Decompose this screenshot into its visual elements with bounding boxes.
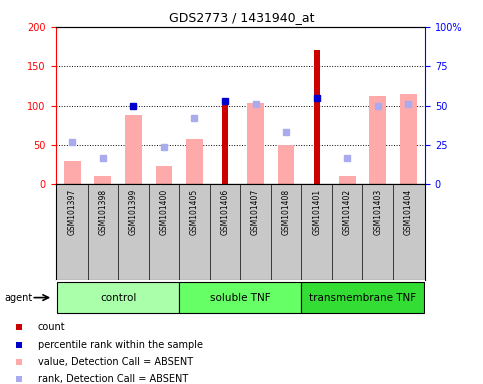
Text: GSM101405: GSM101405 — [190, 189, 199, 235]
Text: transmembrane TNF: transmembrane TNF — [309, 293, 416, 303]
Bar — [400, 94, 417, 184]
Text: GSM101402: GSM101402 — [342, 189, 352, 235]
Bar — [247, 103, 264, 184]
Bar — [179, 282, 301, 313]
Bar — [301, 282, 424, 313]
Text: control: control — [100, 293, 136, 303]
Bar — [64, 161, 81, 184]
Bar — [222, 102, 228, 184]
Bar — [156, 166, 172, 184]
Text: rank, Detection Call = ABSENT: rank, Detection Call = ABSENT — [38, 374, 188, 384]
Text: GSM101408: GSM101408 — [282, 189, 291, 235]
Bar — [313, 50, 320, 184]
Text: GSM101406: GSM101406 — [221, 189, 229, 235]
Text: agent: agent — [5, 293, 33, 303]
Text: GSM101397: GSM101397 — [68, 189, 77, 235]
Bar — [186, 139, 203, 184]
Bar — [57, 282, 179, 313]
Text: GSM101407: GSM101407 — [251, 189, 260, 235]
Text: GSM101399: GSM101399 — [129, 189, 138, 235]
Text: GSM101401: GSM101401 — [312, 189, 321, 235]
Text: value, Detection Call = ABSENT: value, Detection Call = ABSENT — [38, 357, 193, 367]
Bar — [125, 115, 142, 184]
Text: percentile rank within the sample: percentile rank within the sample — [38, 339, 203, 349]
Bar — [369, 96, 386, 184]
Bar — [339, 177, 355, 184]
Text: count: count — [38, 322, 66, 332]
Text: GDS2773 / 1431940_at: GDS2773 / 1431940_at — [169, 12, 314, 25]
Text: soluble TNF: soluble TNF — [210, 293, 270, 303]
Bar — [278, 145, 295, 184]
Text: GSM101404: GSM101404 — [404, 189, 413, 235]
Bar — [95, 177, 111, 184]
Text: GSM101400: GSM101400 — [159, 189, 169, 235]
Text: GSM101398: GSM101398 — [99, 189, 107, 235]
Text: GSM101403: GSM101403 — [373, 189, 382, 235]
